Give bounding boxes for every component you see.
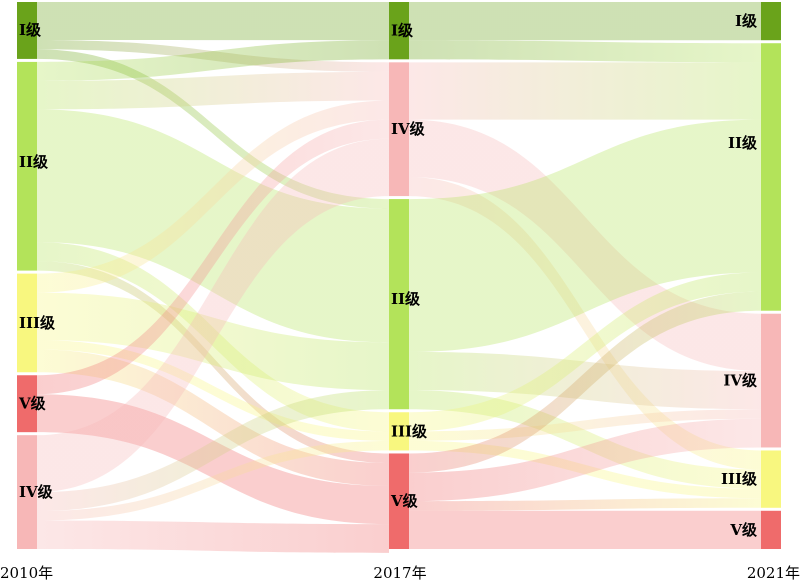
flow-link-1-I级-to-2-I级 <box>409 2 761 41</box>
node-2010年-II级 <box>17 61 37 271</box>
node-label-III级: III级 <box>721 470 758 488</box>
node-label-V级: V级 <box>729 521 758 539</box>
flow-link-1-V级-to-2-III级 <box>409 498 761 511</box>
node-label-V级: V级 <box>390 492 419 510</box>
flow-link-0-I级-to-1-I级 <box>37 2 389 41</box>
flow-link-1-V级-to-2-V级 <box>409 510 761 549</box>
node-2010年-I级 <box>17 2 37 59</box>
flow-links <box>37 2 761 553</box>
flow-link-0-IV级-to-1-III级 <box>37 440 389 521</box>
flow-link-0-V级-to-1-IV级 <box>37 119 389 395</box>
node-label-V级: V级 <box>18 395 47 413</box>
flow-link-0-IV级-to-1-IV级 <box>37 138 389 493</box>
node-label-IV级: IV级 <box>19 483 54 501</box>
node-label-II级: II级 <box>728 134 758 152</box>
node-2017年-II级 <box>389 199 409 410</box>
node-label-II级: II级 <box>391 290 421 308</box>
flow-link-0-II级-to-1-II级 <box>37 109 389 343</box>
flow-link-0-III级-to-1-III级 <box>37 340 389 441</box>
flow-link-0-IV级-to-1-V级 <box>37 520 389 553</box>
node-2021年-V级 <box>761 510 781 549</box>
node-2017年-IV级 <box>389 62 409 197</box>
flow-link-1-V级-to-2-II级 <box>409 291 761 473</box>
flow-link-1-III级-to-2-II级 <box>409 272 761 432</box>
node-2010年-III级 <box>17 273 37 373</box>
year-label-1: 2017年 <box>373 564 426 582</box>
node-2021年-I级 <box>761 2 781 41</box>
node-2017年-V级 <box>389 453 409 549</box>
node-label-III级: III级 <box>391 422 428 440</box>
flow-link-1-III级-to-2-IV级 <box>409 409 761 441</box>
node-2021年-III级 <box>761 450 781 508</box>
node-2021年-IV级 <box>761 313 781 448</box>
node-label-III级: III级 <box>19 314 56 332</box>
flow-link-1-I级-to-2-II级 <box>409 40 761 63</box>
node-labels: I级 II级 III级 V级 IV级 I级 IV级 II级 III级 V级 I级 II级 IV级 III级… <box>18 12 758 539</box>
flow-link-0-II级-to-1-I级 <box>37 40 389 81</box>
year-axis: 2010年 2017年 2021年 <box>0 564 800 582</box>
flow-link-0-I级-to-1-II级 <box>37 49 389 209</box>
flow-link-0-II级-to-1-IV级 <box>37 71 389 110</box>
flow-link-1-IV级-to-2-III级 <box>409 176 761 470</box>
node-2010年-IV级 <box>17 435 37 549</box>
node-2017年-III级 <box>389 412 409 451</box>
year-label-0: 2010年 <box>0 564 53 582</box>
node-label-I级: I级 <box>391 22 414 40</box>
node-label-II级: II级 <box>19 153 49 171</box>
level-nodes <box>17 2 781 549</box>
node-2017年-I级 <box>389 2 409 60</box>
node-label-IV级: IV级 <box>391 120 426 138</box>
year-label-2: 2021年 <box>747 564 800 582</box>
flow-link-0-III级-to-1-IV级 <box>37 100 389 293</box>
node-label-I级: I级 <box>19 21 42 39</box>
node-2021年-II级 <box>761 43 781 311</box>
flow-link-1-V级-to-2-IV级 <box>409 418 761 502</box>
node-2010年-V级 <box>17 375 37 433</box>
flow-link-1-IV级-to-2-II级 <box>409 62 761 120</box>
node-label-I级: I级 <box>735 12 758 30</box>
flow-link-0-IV级-to-1-II级 <box>37 390 389 512</box>
node-label-IV级: IV级 <box>723 372 758 390</box>
flow-link-1-II级-to-2-II级 <box>409 119 761 352</box>
